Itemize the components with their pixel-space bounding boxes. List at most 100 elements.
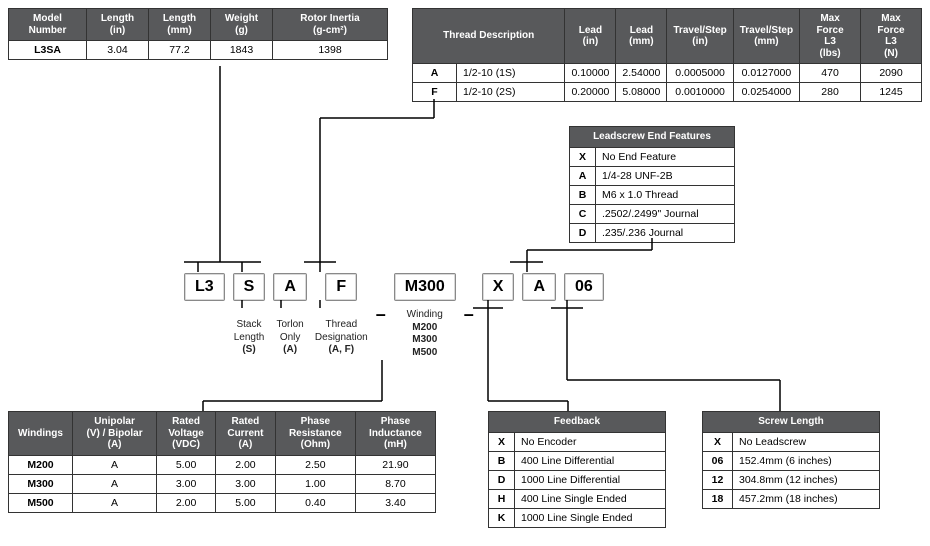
key-cell: K: [489, 508, 515, 527]
windings-row: M500A2.005.000.403.40: [9, 493, 436, 512]
table-row: K1000 Line Single Ended: [489, 508, 666, 527]
thread-th-3: Travel/Step(mm): [733, 9, 799, 64]
key-cell: B: [489, 451, 515, 470]
thread-th-1: Lead(mm): [616, 9, 667, 64]
feedback-table: Feedback XNo EncoderB400 Line Differenti…: [488, 411, 666, 528]
part-sub-stack: StackLength(S): [234, 319, 265, 357]
value-cell: 1/4-28 UNF-2B: [596, 166, 735, 185]
thread-key: F: [413, 83, 457, 102]
windings-cell: 3.00: [157, 474, 216, 493]
part-seg-f: F: [325, 273, 357, 301]
value-cell: No Leadscrew: [733, 432, 880, 451]
thread-th-5: Max ForceL3(N): [861, 9, 922, 64]
windings-cell: 5.00: [216, 493, 276, 512]
value-cell: 304.8mm (12 inches): [733, 470, 880, 489]
windings-th-1: Unipolar(V) / Bipolar(A): [73, 412, 157, 456]
thread-table: Thread Description Lead(in) Lead(mm) Tra…: [412, 8, 922, 102]
thread-cell: 0.0010000: [667, 83, 733, 102]
part-number-row: L3 S StackLength(S) A TorlonOnly(A) F Th…: [184, 273, 604, 359]
leadscrew-end-table: Leadscrew End Features XNo End FeatureA1…: [569, 126, 735, 243]
thread-desc: 1/2-10 (2S): [457, 83, 565, 102]
thread-cell: 5.08000: [616, 83, 667, 102]
model-table: ModelNumber Length(in) Length(mm) Weight…: [8, 8, 388, 60]
windings-th-3: RatedCurrent(A): [216, 412, 276, 456]
screw-length-table: Screw Length XNo Leadscrew06152.4mm (6 i…: [702, 411, 880, 509]
thread-cell: 470: [800, 64, 861, 83]
value-cell: No Encoder: [515, 432, 666, 451]
table-row: BM6 x 1.0 Thread: [570, 185, 735, 204]
model-th-1: Length(in): [87, 9, 149, 41]
windings-row: M300A3.003.001.008.70: [9, 474, 436, 493]
part-sub-winding: WindingM200M300M500: [407, 309, 443, 359]
windings-th-4: PhaseResistance(Ohm): [275, 412, 355, 456]
model-th-2: Length(mm): [149, 9, 211, 41]
value-cell: 400 Line Single Ended: [515, 489, 666, 508]
windings-cell: A: [73, 455, 157, 474]
key-cell: X: [570, 147, 596, 166]
key-cell: D: [489, 470, 515, 489]
part-seg-06: 06: [564, 273, 604, 301]
windings-cell: 3.40: [355, 493, 435, 512]
model-cell: 77.2: [149, 41, 211, 60]
table-row: 18457.2mm (18 inches): [703, 489, 880, 508]
value-cell: 457.2mm (18 inches): [733, 489, 880, 508]
screw-length-title: Screw Length: [703, 412, 880, 433]
windings-th-0: Windings: [9, 412, 73, 456]
key-cell: X: [489, 432, 515, 451]
windings-cell: 8.70: [355, 474, 435, 493]
key-cell: 18: [703, 489, 733, 508]
table-row: 12304.8mm (12 inches): [703, 470, 880, 489]
windings-cell: 2.00: [157, 493, 216, 512]
model-row: L3SA 3.04 77.2 1843 1398: [9, 41, 388, 60]
table-row: C.2502/.2499" Journal: [570, 204, 735, 223]
thread-cell: 0.10000: [565, 64, 616, 83]
windings-cell: 5.00: [157, 455, 216, 474]
windings-th-5: PhaseInductance(mH): [355, 412, 435, 456]
part-dash: –: [376, 304, 386, 325]
value-cell: .2502/.2499" Journal: [596, 204, 735, 223]
windings-cell: 2.00: [216, 455, 276, 474]
thread-row-a: A 1/2-10 (1S) 0.10000 2.54000 0.0005000 …: [413, 64, 922, 83]
thread-cell: 0.0254000: [733, 83, 799, 102]
key-cell: X: [703, 432, 733, 451]
windings-cell: 3.00: [216, 474, 276, 493]
table-row: H400 Line Single Ended: [489, 489, 666, 508]
part-sub-torlon: TorlonOnly(A): [277, 319, 304, 357]
table-row: B400 Line Differential: [489, 451, 666, 470]
model-cell: 1398: [273, 41, 388, 60]
part-dash: –: [464, 304, 474, 325]
key-cell: B: [570, 185, 596, 204]
model-th-0: ModelNumber: [9, 9, 87, 41]
thread-th-4: Max ForceL3(lbs): [800, 9, 861, 64]
key-cell: 06: [703, 451, 733, 470]
value-cell: 400 Line Differential: [515, 451, 666, 470]
table-row: A1/4-28 UNF-2B: [570, 166, 735, 185]
thread-cell: 2.54000: [616, 64, 667, 83]
model-th-3: Weight(g): [211, 9, 273, 41]
windings-table: Windings Unipolar(V) / Bipolar(A) RatedV…: [8, 411, 436, 513]
table-row: XNo Encoder: [489, 432, 666, 451]
model-cell: 1843: [211, 41, 273, 60]
table-row: XNo Leadscrew: [703, 432, 880, 451]
thread-cell: 2090: [861, 64, 922, 83]
thread-cell: 0.0005000: [667, 64, 733, 83]
windings-cell: 2.50: [275, 455, 355, 474]
thread-cell: 0.0127000: [733, 64, 799, 83]
model-cell: L3SA: [9, 41, 87, 60]
key-cell: A: [570, 166, 596, 185]
part-seg-s: S: [233, 273, 266, 301]
thread-cell: 0.20000: [565, 83, 616, 102]
part-seg-a2: A: [522, 273, 556, 301]
table-row: D.235/.236 Journal: [570, 223, 735, 242]
value-cell: M6 x 1.0 Thread: [596, 185, 735, 204]
value-cell: 1000 Line Single Ended: [515, 508, 666, 527]
part-seg-l3: L3: [184, 273, 225, 301]
windings-cell: A: [73, 493, 157, 512]
thread-th-2: Travel/Step(in): [667, 9, 733, 64]
part-seg-a: A: [273, 273, 307, 301]
windings-row: M200A5.002.002.5021.90: [9, 455, 436, 474]
windings-cell: M500: [9, 493, 73, 512]
thread-row-f: F 1/2-10 (2S) 0.20000 5.08000 0.0010000 …: [413, 83, 922, 102]
thread-desc: 1/2-10 (1S): [457, 64, 565, 83]
thread-th-desc: Thread Description: [413, 9, 565, 64]
